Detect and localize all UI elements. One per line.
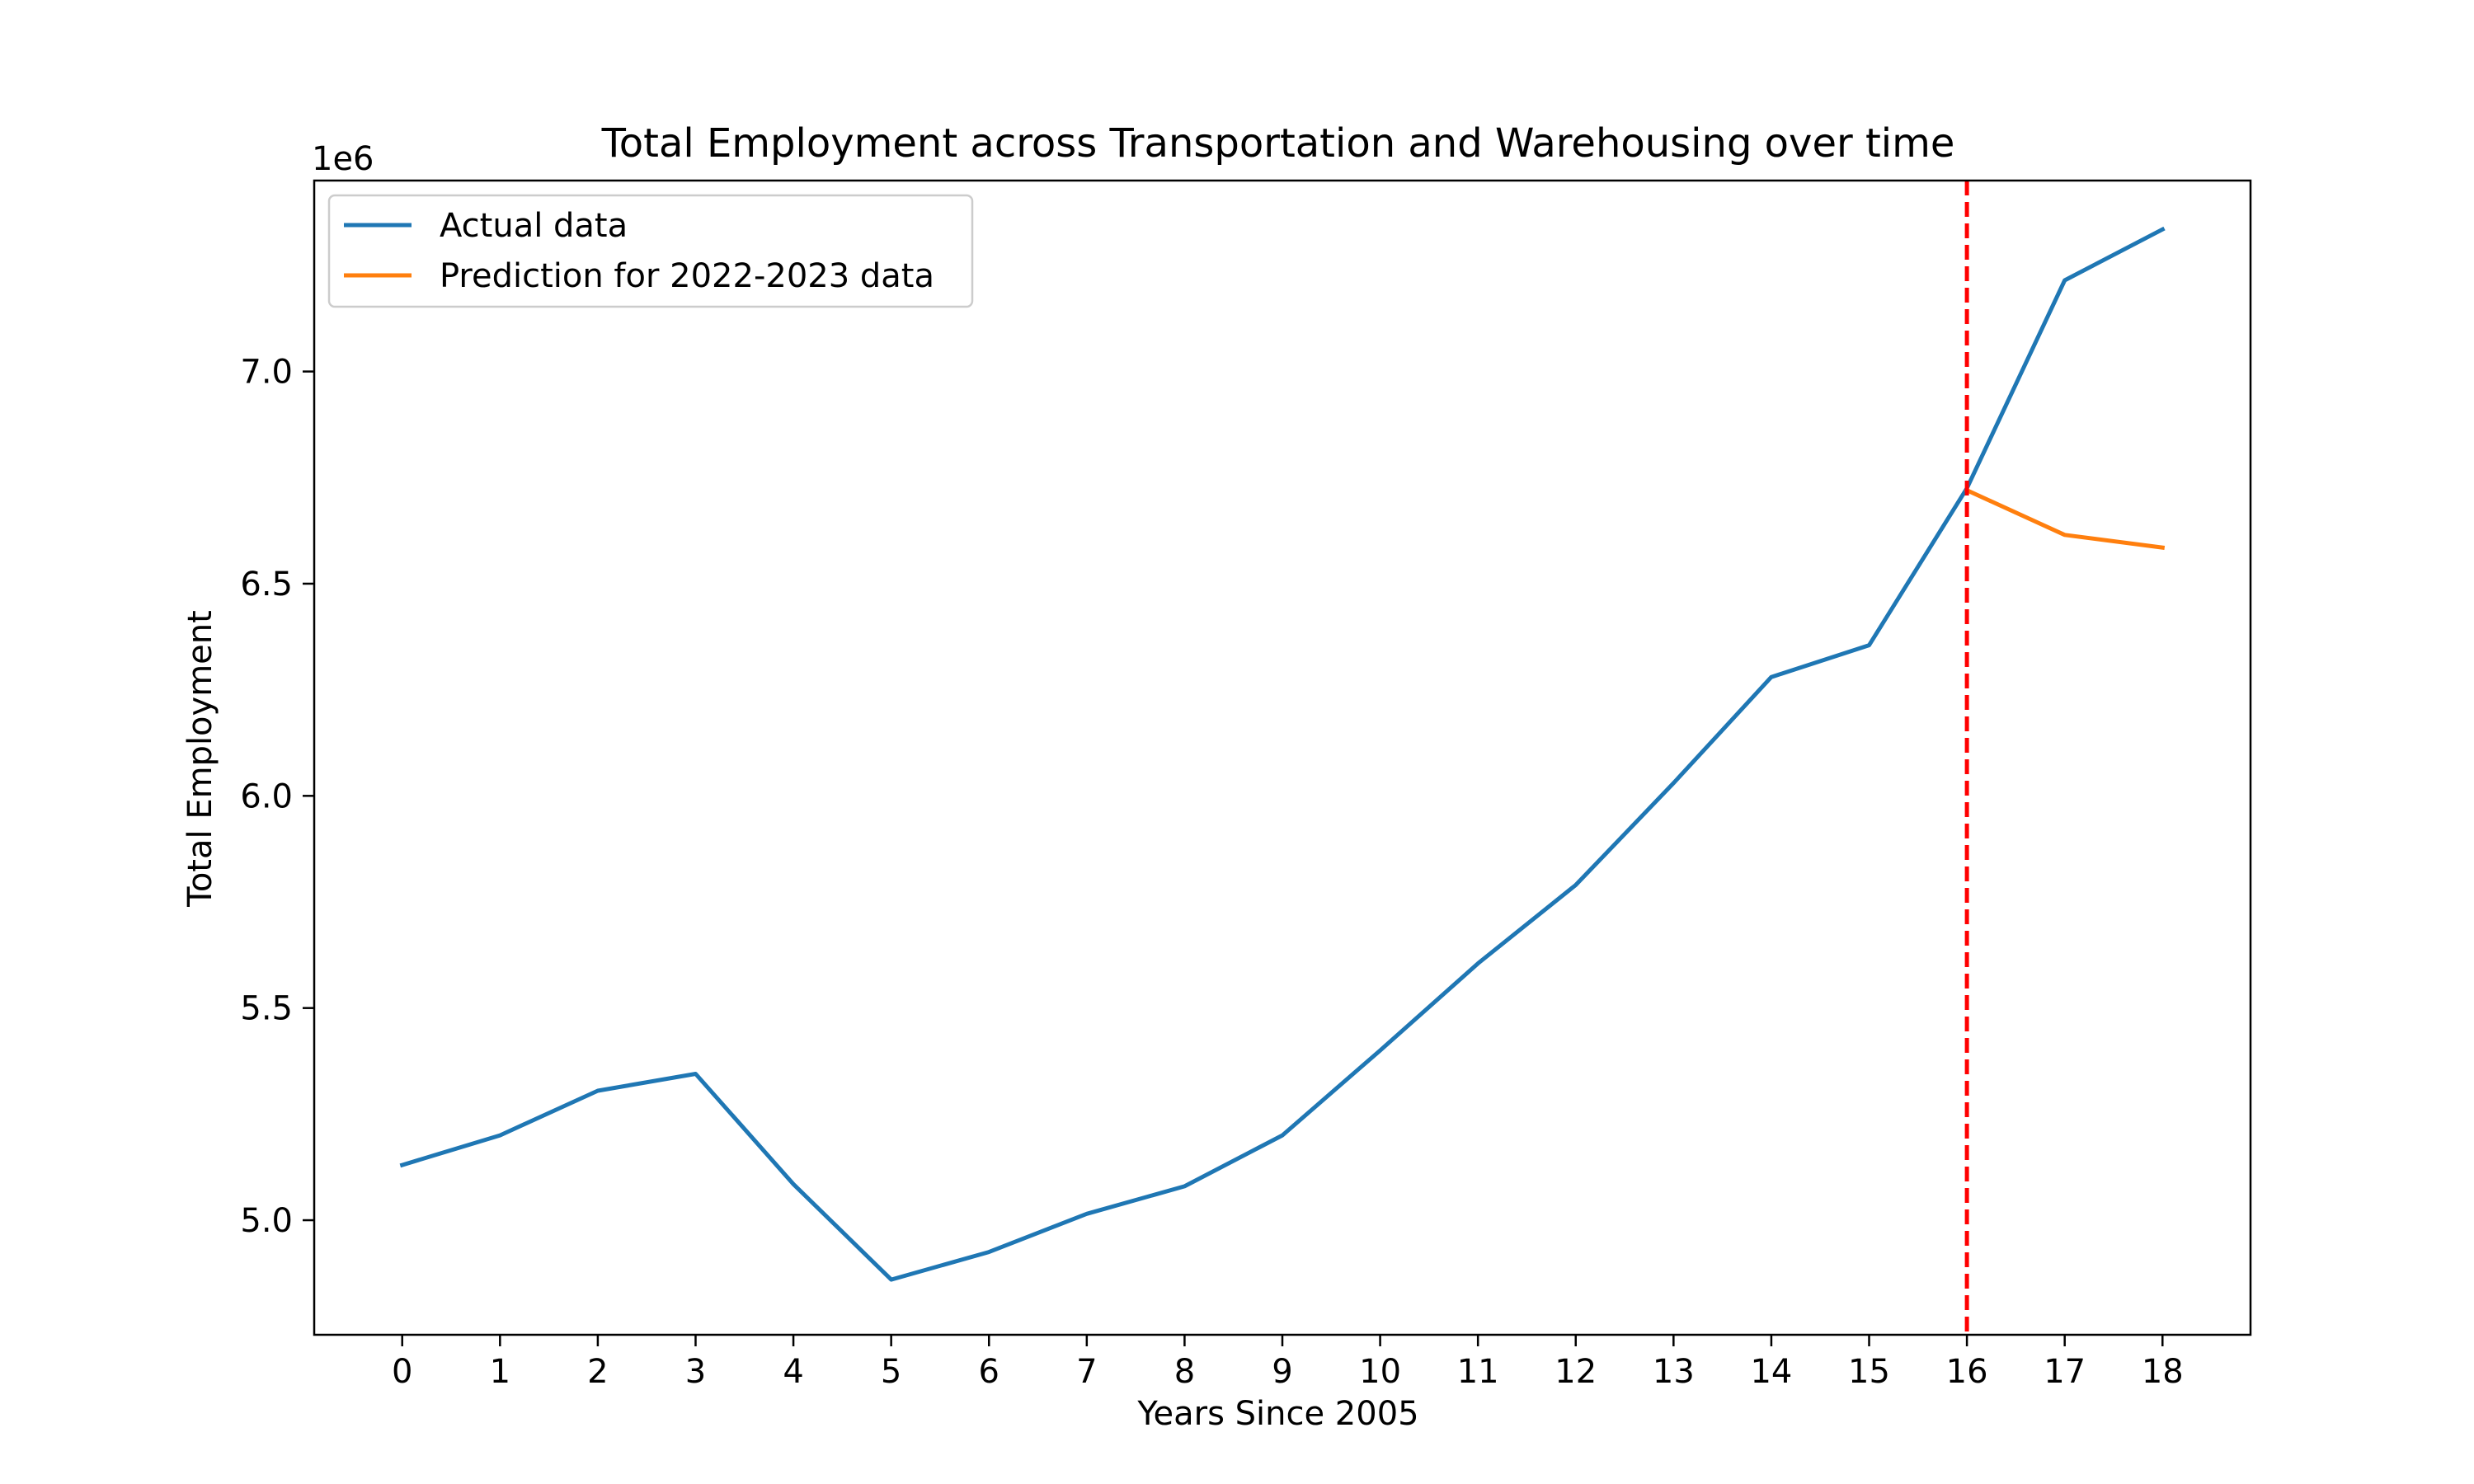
y-axis-scale-label: 1e6 — [312, 140, 374, 178]
y-tick-label: 5.0 — [240, 1202, 293, 1240]
x-tick-label: 9 — [1272, 1353, 1292, 1391]
plot-frame — [313, 179, 2252, 1336]
x-tick-label: 12 — [1554, 1353, 1597, 1391]
plot-area: 0 1 2 3 4 5 6 7 8 9 10 11 12 13 14 15 16 17 185.05.56.06.5… — [240, 179, 2252, 1391]
x-tick-label: 3 — [685, 1353, 706, 1391]
x-tick-label: 7 — [1076, 1353, 1097, 1391]
x-tick-label: 15 — [1848, 1353, 1890, 1391]
legend: Actual data Prediction for 2022-2023 data — [327, 194, 974, 308]
x-tick-label: 18 — [2142, 1353, 2184, 1391]
series-line-prediction — [1964, 487, 2166, 551]
x-tick-label: 5 — [881, 1353, 901, 1391]
x-tick-label: 0 — [392, 1353, 412, 1391]
y-tick-label: 7.0 — [240, 354, 293, 392]
legend-box — [327, 194, 974, 308]
x-tick-label: 13 — [1653, 1353, 1695, 1391]
x-tick-label: 10 — [1359, 1353, 1401, 1391]
x-tick-label: 2 — [587, 1353, 608, 1391]
x-tick-label: 11 — [1457, 1353, 1499, 1391]
y-tick-label: 5.5 — [240, 990, 293, 1028]
series-line-actual — [399, 226, 2166, 1282]
x-tick-label: 8 — [1174, 1353, 1195, 1391]
y-tick-label: 6.0 — [240, 777, 293, 815]
chart-title: Total Employment across Transportation a… — [601, 120, 1955, 167]
x-tick-label: 4 — [783, 1353, 803, 1391]
x-axis-label: Years Since 2005 — [1136, 1395, 1418, 1433]
x-tick-label: 16 — [1946, 1353, 1988, 1391]
y-tick-label: 6.5 — [240, 566, 293, 603]
x-tick-label: 1 — [490, 1353, 510, 1391]
legend-label: Prediction for 2022-2023 data — [440, 257, 934, 295]
legend-label: Actual data — [440, 207, 628, 245]
x-tick-label: 14 — [1750, 1353, 1792, 1391]
x-tick-label: 6 — [979, 1353, 999, 1391]
x-tick-label: 17 — [2044, 1353, 2086, 1391]
y-axis-label: Total Employment — [181, 610, 219, 908]
